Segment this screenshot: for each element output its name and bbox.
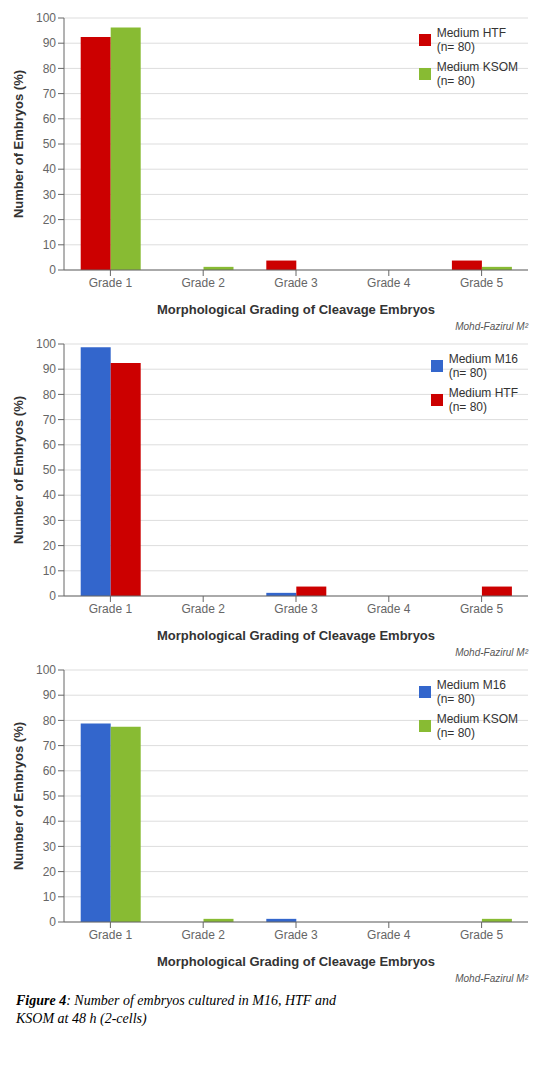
- html-text:Medium KSOM (n= 80): Medium KSOM (n= 80): [436, 712, 518, 740]
- svg-text:90: 90: [43, 36, 57, 50]
- svg-text:50: 50: [43, 789, 57, 803]
- svg-text:Number of Embryos (%): Number of Embryos (%): [11, 396, 26, 544]
- svg-text:Grade 5: Grade 5: [460, 928, 504, 942]
- html-text:Mohd-Fazirul M²: Mohd-Fazirul M²: [455, 647, 528, 658]
- svg-text:70: 70: [43, 739, 57, 753]
- svg-text:Number of Embryos (%): Number of Embryos (%): [11, 722, 26, 870]
- svg-text:30: 30: [43, 840, 57, 854]
- svg-text:80: 80: [43, 388, 57, 402]
- svg-text:0: 0: [49, 263, 56, 277]
- html-text:Mohd-Fazirul M²: Mohd-Fazirul M²: [455, 321, 528, 332]
- svg-text:Grade 2: Grade 2: [182, 602, 226, 616]
- svg-text:30: 30: [43, 188, 57, 202]
- html-text:Mohd-Fazirul M²: Mohd-Fazirul M²: [455, 973, 528, 984]
- html-text:Medium KSOM (n= 80): Medium KSOM (n= 80): [436, 60, 518, 88]
- svg-text:60: 60: [43, 764, 57, 778]
- svg-text:40: 40: [43, 814, 57, 828]
- svg-text:Grade 3: Grade 3: [274, 928, 318, 942]
- svg-text:10: 10: [43, 564, 57, 578]
- svg-text:40: 40: [43, 162, 57, 176]
- svg-text:10: 10: [43, 890, 57, 904]
- svg-text:80: 80: [43, 62, 57, 76]
- svg-text:Grade 1: Grade 1: [89, 928, 133, 942]
- svg-text:Grade 3: Grade 3: [274, 602, 318, 616]
- svg-text:20: 20: [43, 213, 57, 227]
- svg-text:Grade 1: Grade 1: [89, 276, 133, 290]
- svg-text:50: 50: [43, 463, 57, 477]
- svg-text:10: 10: [43, 238, 57, 252]
- svg-text:100: 100: [36, 337, 56, 351]
- svg-text:30: 30: [43, 514, 57, 528]
- svg-text:Grade 3: Grade 3: [274, 276, 318, 290]
- svg-text:Grade 4: Grade 4: [367, 928, 411, 942]
- svg-text:90: 90: [43, 688, 57, 702]
- svg-text:Morphological Grading of Cleav: Morphological Grading of Cleavage Embryo…: [157, 954, 435, 969]
- svg-text:100: 100: [36, 11, 56, 25]
- svg-text:0: 0: [49, 915, 56, 929]
- svg-text:20: 20: [43, 539, 57, 553]
- svg-text:60: 60: [43, 112, 57, 126]
- html-text:Medium M16 (n= 80): Medium M16 (n= 80): [436, 678, 506, 706]
- svg-text:Grade 2: Grade 2: [182, 276, 226, 290]
- svg-text:Grade 5: Grade 5: [460, 276, 504, 290]
- svg-text:70: 70: [43, 413, 57, 427]
- svg-text:Grade 4: Grade 4: [367, 602, 411, 616]
- html-text:Medium HTF (n= 80): Medium HTF (n= 80): [448, 386, 518, 414]
- svg-text:Grade 4: Grade 4: [367, 276, 411, 290]
- svg-text:60: 60: [43, 438, 57, 452]
- svg-text:100: 100: [36, 663, 56, 677]
- svg-text:40: 40: [43, 488, 57, 502]
- html-text:Medium HTF (n= 80): Medium HTF (n= 80): [436, 26, 506, 54]
- html-text:Medium M16 (n= 80): Medium M16 (n= 80): [448, 352, 518, 380]
- svg-text:20: 20: [43, 865, 57, 879]
- svg-text:80: 80: [43, 714, 57, 728]
- svg-text:90: 90: [43, 362, 57, 376]
- svg-text:Grade 1: Grade 1: [89, 602, 133, 616]
- svg-text:Morphological Grading of Cleav: Morphological Grading of Cleavage Embryo…: [157, 302, 435, 317]
- html-text:Figure 4: Number of embryos cu: Figure 4: Number of embryos cultured in …: [16, 993, 336, 1026]
- svg-text:50: 50: [43, 137, 57, 151]
- svg-text:Grade 5: Grade 5: [460, 602, 504, 616]
- svg-text:70: 70: [43, 87, 57, 101]
- svg-text:0: 0: [49, 589, 56, 603]
- svg-text:Morphological Grading of Cleav: Morphological Grading of Cleavage Embryo…: [157, 628, 435, 643]
- svg-text:Number of Embryos (%): Number of Embryos (%): [11, 70, 26, 218]
- svg-text:Grade 2: Grade 2: [182, 928, 226, 942]
